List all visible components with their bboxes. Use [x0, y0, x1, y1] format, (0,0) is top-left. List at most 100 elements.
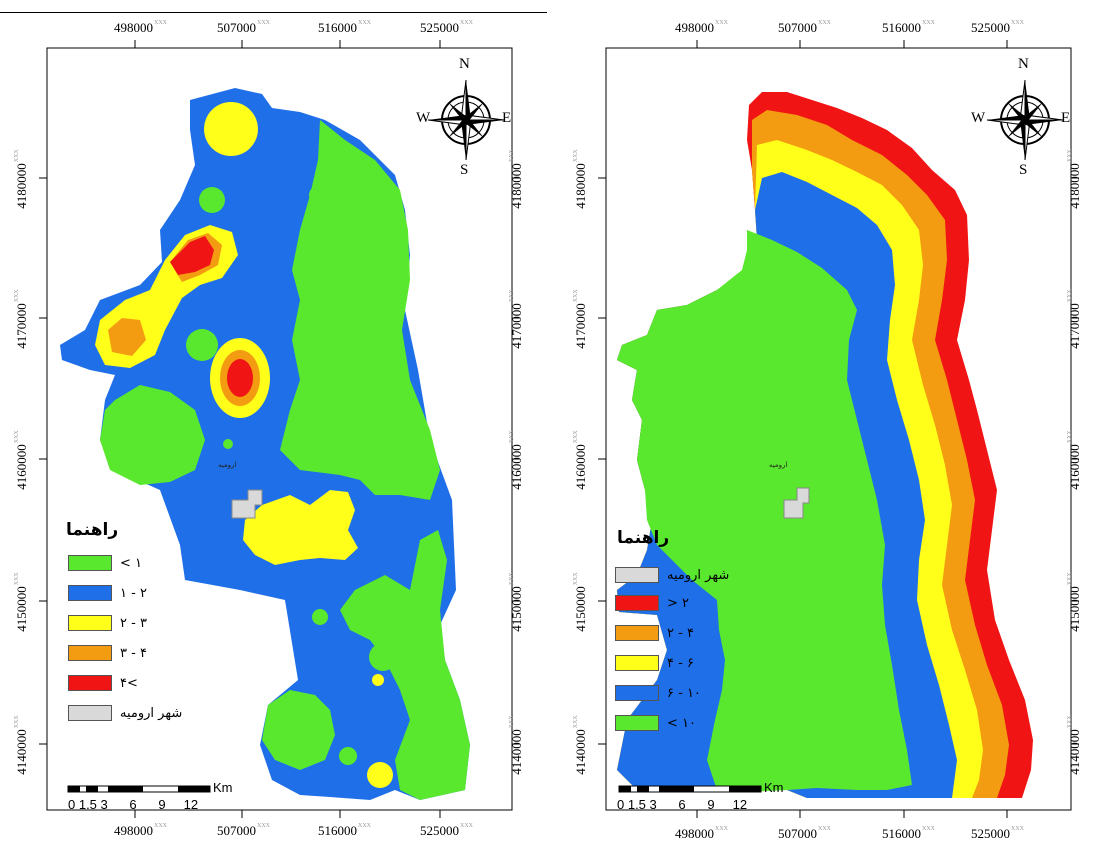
y-tick-left: 4170000XXX [572, 289, 588, 349]
legend-item: ۴ - ۶ [615, 654, 694, 672]
legend-item: شهر ارومیه [615, 566, 729, 584]
region-yellow-south [243, 490, 358, 565]
legend-label: ۱ - ۲ [120, 585, 147, 601]
legend-item: شهر ارومیه [68, 704, 182, 722]
compass-w-label: W [416, 110, 431, 126]
y-tick-right: 4150000XXX [508, 572, 524, 632]
legend-label: < ۱ [120, 555, 143, 571]
scale-numbers: 0 1.5 3 6 9 12 [617, 797, 748, 812]
compass-n-label: N [459, 56, 470, 72]
region-yellow-spot [367, 762, 393, 788]
right-map-svg [598, 40, 1079, 818]
y-tick-left: 4170000XXX [13, 289, 29, 349]
region-yellow-north [204, 102, 258, 156]
legend-item: ۳ - ۴ [68, 644, 147, 662]
legend-label: ۴< [120, 675, 138, 691]
legend-item: < ۱ [68, 554, 142, 572]
scale-bar [618, 785, 762, 793]
y-tick-right: 4150000XXX [1066, 572, 1082, 632]
region-green-spot [369, 643, 397, 671]
legend-label: ۲ - ۴ [667, 625, 694, 641]
x-tick-top: 516000XXX [318, 20, 371, 35]
north-arrow-compass: N S W E [971, 56, 1071, 180]
legend-label: ۲ - ۳ [120, 615, 147, 631]
legend-label: شهر ارومیه [667, 567, 730, 583]
y-tick-right: 4180000XXX [508, 149, 524, 209]
region-orange-northwest-2 [108, 318, 146, 356]
y-tick-right: 4170000XXX [508, 289, 524, 349]
legend-swatch [615, 595, 659, 611]
city-urmia-polygon [783, 487, 810, 519]
legend-title: راهنما [66, 520, 119, 540]
scale-numbers: 0 1.5 3 6 9 12 [68, 797, 199, 812]
y-tick-left: 4140000XXX [13, 715, 29, 775]
legend-swatch [68, 555, 112, 571]
tick-marks [39, 40, 520, 818]
compass-rose-icon [986, 79, 1064, 161]
compass-e-label: E [502, 110, 512, 126]
x-tick-bottom: 507000XXX [217, 823, 270, 838]
y-tick-right: 4180000XXX [1066, 149, 1082, 209]
legend-swatch [615, 567, 659, 583]
y-tick-left: 4160000XXX [572, 430, 588, 490]
legend-swatch [615, 625, 659, 641]
x-tick-bottom: 498000XXX [114, 823, 167, 838]
compass-e-label: E [1061, 110, 1071, 126]
scale-bar [67, 785, 211, 793]
x-tick-bottom: 516000XXX [882, 826, 935, 841]
city-label: ارومیه [218, 461, 237, 469]
legend-title: راهنما [617, 528, 670, 548]
region-green-spot [339, 747, 357, 765]
region-yellow-spot [372, 674, 384, 686]
legend-swatch [68, 585, 112, 601]
region-green-spot [312, 609, 328, 625]
zone-green [617, 230, 912, 792]
legend-label: شهر ارومیه [120, 705, 183, 721]
scale-unit: Km [213, 780, 233, 795]
x-tick-top: 507000XXX [778, 20, 831, 35]
city-label: ارومیه [769, 461, 788, 469]
x-tick-top: 525000XXX [420, 20, 473, 35]
legend-swatch [615, 715, 659, 731]
region-green-spot [309, 186, 327, 204]
legend-item: ۲ - ۳ [68, 614, 147, 632]
y-tick-left: 4150000XXX [572, 572, 588, 632]
legend-label: > ۲ [667, 595, 690, 611]
top-rule [0, 12, 547, 13]
region-green-spot [186, 329, 218, 361]
x-tick-bottom: 507000XXX [778, 826, 831, 841]
compass-n-label: N [1018, 56, 1029, 72]
region-green-spot [223, 439, 233, 449]
legend-item: ۴< [68, 674, 138, 692]
right-map-panel: 498000XXX 507000XXX 516000XXX 525000XXX … [547, 0, 1094, 863]
legend-label: ۴ - ۶ [667, 655, 694, 671]
legend-item: < ۱۰ [615, 714, 696, 732]
y-tick-right: 4140000XXX [1066, 715, 1082, 775]
y-tick-left: 4160000XXX [13, 430, 29, 490]
legend-item: ۲ - ۴ [615, 624, 694, 642]
region-green-west [100, 385, 205, 485]
region-red-center [227, 359, 253, 397]
compass-s-label: S [1019, 162, 1028, 178]
legend-item: > ۲ [615, 594, 689, 612]
x-tick-top: 516000XXX [882, 20, 935, 35]
legend-swatch [68, 675, 112, 691]
y-tick-right: 4160000XXX [508, 430, 524, 490]
left-map-panel: 498000XXX 507000XXX 516000XXX 525000XXX … [13, 20, 524, 838]
x-tick-top: 507000XXX [217, 20, 270, 35]
legend-swatch [68, 615, 112, 631]
y-tick-right: 4140000XXX [508, 715, 524, 775]
x-tick-bottom: 516000XXX [318, 823, 371, 838]
y-tick-right: 4160000XXX [1066, 430, 1082, 490]
legend-swatch [68, 645, 112, 661]
compass-s-label: S [460, 162, 469, 178]
region-green-southwest [262, 690, 335, 770]
x-tick-bottom: 498000XXX [675, 826, 728, 841]
north-arrow-compass: N S W E [416, 56, 512, 180]
compass-w-label: W [971, 110, 986, 126]
y-tick-right: 4170000XXX [1066, 289, 1082, 349]
region-green-southeast [340, 530, 470, 800]
region-green-spot [199, 187, 225, 213]
x-tick-top: 498000XXX [114, 20, 167, 35]
x-tick-top: 525000XXX [971, 20, 1024, 35]
